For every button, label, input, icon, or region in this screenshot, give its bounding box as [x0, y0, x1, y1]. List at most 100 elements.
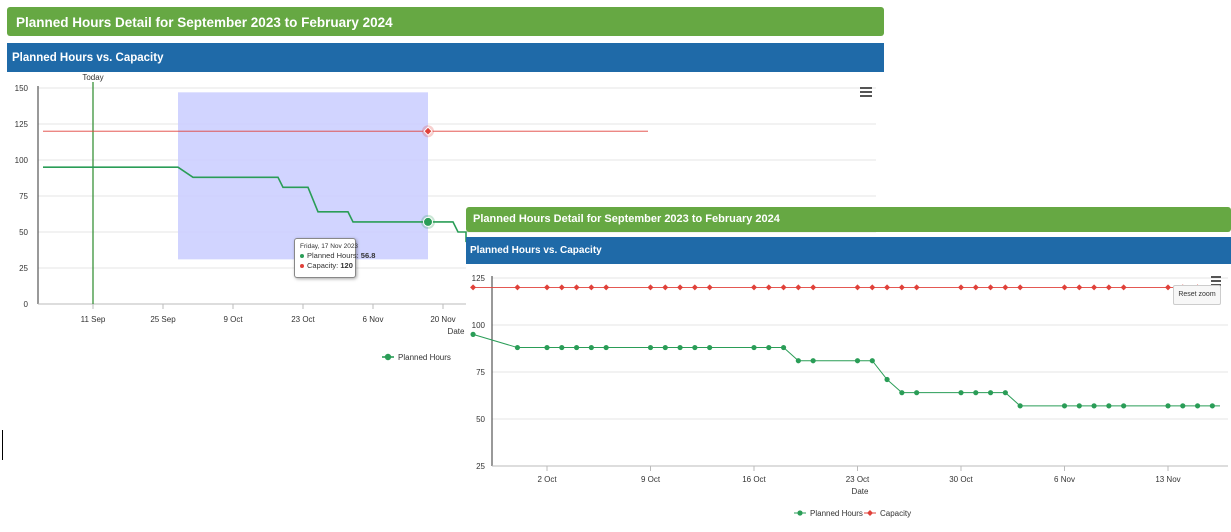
y-tick-label: 100 [15, 156, 29, 165]
capacity-point [972, 284, 979, 291]
capacity-point [1002, 284, 1009, 291]
legend-label-capacity: Capacity [880, 509, 911, 518]
planned-point [647, 344, 654, 351]
planned-point [1002, 390, 1008, 396]
back-report-title: Planned Hours Detail for September 2023 … [7, 7, 884, 36]
planned-point [514, 344, 521, 351]
planned-point [914, 390, 920, 396]
front-chart-subtitle: Planned Hours vs. Capacity [466, 237, 1231, 264]
front-x-axis-label: Date [852, 487, 869, 496]
planned-dot-icon [300, 254, 304, 259]
tooltip-date: Friday, 17 Nov 2023 [300, 243, 359, 250]
planned-point [884, 376, 890, 383]
zoom-selection-area[interactable] [178, 92, 428, 260]
chart-tooltip: Friday, 17 Nov 2023 Planned Hours: 56.8 … [294, 238, 375, 278]
legend-marker-capacity [867, 510, 873, 516]
capacity-point [898, 284, 905, 291]
x-tick-label: 11 Sep [81, 315, 106, 324]
capacity-point [1165, 284, 1171, 291]
planned-point [1180, 403, 1186, 409]
capacity-point [1061, 284, 1068, 291]
today-marker: Today [82, 73, 104, 304]
y-tick-label: 50 [19, 228, 28, 237]
planned-point [987, 390, 994, 396]
planned-point [1106, 403, 1112, 409]
planned-point [1017, 403, 1023, 409]
back-hover-markers [421, 125, 435, 229]
front-report-title: Planned Hours Detail for September 2023 … [466, 207, 1231, 232]
reset-zoom-button[interactable]: Reset zoom [1173, 285, 1221, 305]
capacity-point [1120, 284, 1127, 291]
back-legend: Planned Hours [382, 353, 451, 362]
planned-point [795, 358, 801, 364]
chart-menu-icon[interactable] [860, 87, 872, 99]
front-chart[interactable]: 25 50 75 100 125 2 Oct 9 Oct 16 Oct 23 Oct 30 Oc… [466, 264, 1231, 532]
x-tick-label: 2 Oct [537, 475, 557, 484]
capacity-point [706, 284, 713, 291]
x-tick-label: 9 Oct [223, 315, 243, 324]
planned-point [810, 358, 816, 364]
series-line-planned-hours [472, 333, 1220, 407]
capacity-dot-icon [300, 264, 304, 269]
capacity-point [795, 284, 802, 291]
capacity-point [514, 284, 521, 291]
x-tick-label: 6 Nov [363, 315, 384, 324]
planned-hover-point [423, 216, 433, 227]
planned-point [588, 344, 594, 351]
planned-point [1061, 403, 1068, 409]
today-label: Today [82, 73, 103, 82]
planned-point [1165, 403, 1171, 409]
planned-point [1076, 403, 1082, 409]
capacity-point [691, 284, 698, 291]
y-tick-label: 125 [15, 120, 29, 129]
capacity-point [751, 284, 757, 291]
planned-point [603, 344, 609, 351]
x-tick-label: 25 Sep [150, 315, 176, 324]
planned-point [1209, 403, 1215, 409]
x-tick-label: 20 Nov [430, 315, 455, 324]
front-chart-panel: 25 50 75 100 125 2 Oct 9 Oct 16 Oct 23 Oct 30 Oc… [466, 264, 1231, 532]
capacity-point [677, 284, 684, 291]
capacity-point [958, 284, 964, 291]
back-grid [38, 87, 876, 305]
planned-point [854, 358, 861, 364]
front-series [470, 284, 1220, 409]
y-tick-label: 25 [19, 264, 28, 273]
planned-point [869, 358, 875, 364]
capacity-point [1017, 284, 1024, 291]
capacity-point [884, 284, 891, 291]
y-tick-label: 25 [476, 462, 485, 471]
capacity-point [662, 284, 669, 291]
planned-point [1194, 403, 1201, 409]
x-tick-label: 30 Oct [949, 475, 973, 484]
planned-point [1121, 403, 1127, 409]
capacity-point [987, 284, 994, 291]
planned-point [751, 344, 757, 351]
capacity-point [869, 284, 876, 291]
y-tick-label: 75 [19, 192, 28, 201]
capacity-point [810, 284, 817, 291]
capacity-point [470, 284, 477, 291]
front-legend: Planned Hours Capacity [794, 509, 911, 518]
legend-label-planned: Planned Hours [810, 509, 863, 518]
capacity-point [544, 284, 550, 291]
capacity-point [558, 284, 565, 291]
capacity-point [765, 284, 772, 291]
y-tick-label: 0 [24, 300, 29, 309]
planned-point [1091, 403, 1097, 409]
capacity-point [854, 284, 861, 291]
capacity-point [780, 284, 787, 291]
capacity-point [1105, 284, 1112, 291]
y-tick-label: 150 [15, 84, 29, 93]
x-tick-label: 16 Oct [742, 475, 766, 484]
tooltip-planned-value: 56.8 [360, 251, 376, 260]
capacity-point [1076, 284, 1083, 291]
back-x-axis-label: Date [448, 327, 465, 336]
planned-point [573, 344, 580, 351]
front-x-axis: 2 Oct 9 Oct 16 Oct 23 Oct 30 Oct 6 Nov 13 Nov [537, 466, 1181, 484]
series-line-planned-hours [43, 166, 467, 243]
planned-point [470, 331, 476, 337]
x-tick-label: 6 Nov [1054, 475, 1075, 484]
legend-marker-planned [797, 510, 803, 516]
front-y-axis: 25 50 75 100 125 [472, 274, 1228, 471]
